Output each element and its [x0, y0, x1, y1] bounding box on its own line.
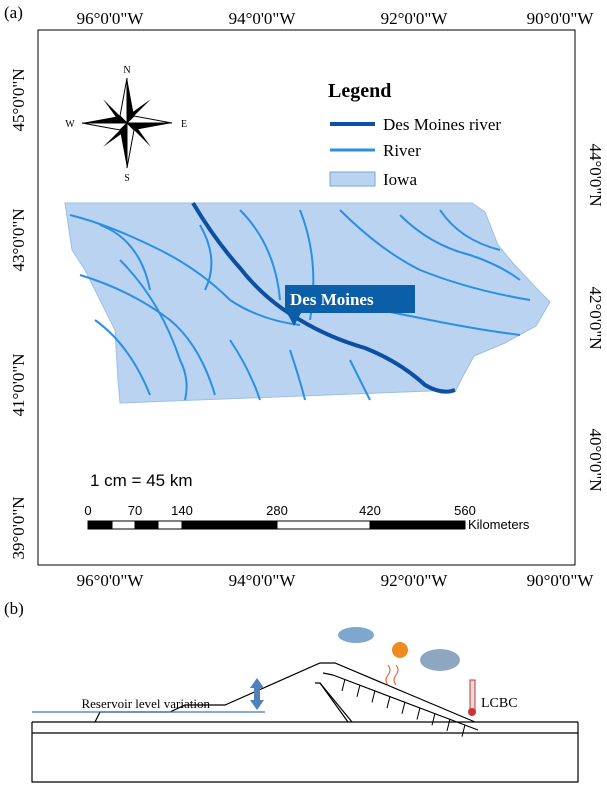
graticule-labels: 96°0'0"W 94°0'0"W 92°0'0"W 90°0'0"W 96°0'0"W… [9, 9, 605, 590]
scale-segment [369, 520, 466, 530]
load-arrow [401, 701, 406, 714]
top-label: 96°0'0"W [77, 9, 145, 28]
legend-item: River [383, 141, 421, 160]
callout-box [285, 285, 415, 313]
load-arrows [341, 678, 466, 737]
level-arrow [250, 678, 264, 710]
climate-icons [338, 627, 476, 716]
scale-segment [181, 520, 278, 530]
scale-label: 70 [128, 503, 142, 518]
panel-label: (a) [4, 3, 23, 22]
legend-swatch [329, 171, 376, 187]
callout-pointer [287, 313, 301, 326]
scale-segment [157, 520, 183, 530]
load-arrow [446, 718, 451, 732]
load-arrow [341, 678, 346, 692]
right-label: 42°0'0"N [586, 286, 605, 349]
compass-s: S [124, 173, 130, 184]
scale-label: 280 [266, 503, 288, 518]
scale-segment [134, 520, 159, 530]
scale-label: 560 [454, 503, 476, 518]
scale-label: 140 [171, 503, 193, 518]
compass-n: N [123, 65, 130, 76]
load-arrow [386, 695, 391, 709]
des-moines-river [191, 201, 456, 394]
scale-segment [87, 520, 113, 530]
scale-text: 1 cm = 45 km [90, 471, 193, 490]
left-label: 45°0'0"N [9, 68, 28, 131]
load-arrow [431, 713, 436, 726]
legend-title: Legend [328, 80, 391, 102]
left-label: 41°0'0"N [9, 353, 28, 416]
compass-w: W [65, 119, 75, 130]
load-arrow [371, 690, 376, 703]
top-label: 90°0'0"W [527, 9, 595, 28]
load-arrow [461, 724, 466, 737]
water-label: Reservoir level variation [81, 696, 210, 711]
scale-label: 420 [359, 503, 381, 518]
scale-label: 0 [84, 503, 91, 518]
legend-item: Iowa [383, 170, 417, 189]
legend-item: Des Moines river [383, 115, 501, 134]
left-label: 43°0'0"N [9, 208, 28, 271]
bottom-label: 94°0'0"W [229, 571, 297, 590]
callout-text: Des Moines [290, 290, 374, 309]
load-arrow [356, 684, 361, 697]
bottom-label: 90°0'0"W [527, 571, 595, 590]
scale-segment [111, 520, 136, 530]
top-label: 92°0'0"W [381, 9, 449, 28]
top-label: 94°0'0"W [229, 9, 297, 28]
bottom-label: 96°0'0"W [77, 571, 145, 590]
load-arrow [416, 707, 421, 720]
dam-diagram [31, 662, 579, 783]
map-frame [37, 29, 576, 566]
left-label: 39°0'0"N [9, 496, 28, 559]
compass: N E S W [65, 65, 187, 184]
compass-e: E [181, 119, 187, 130]
slope-label: LCBC [481, 696, 518, 711]
scale-segment [276, 520, 371, 530]
scale-unit: Kilometers [468, 517, 530, 532]
right-label: 40°0'0"N [586, 428, 605, 491]
bottom-label: 92°0'0"W [381, 571, 449, 590]
panel-label: (b) [4, 599, 24, 618]
right-label: 44°0'0"N [586, 143, 605, 206]
